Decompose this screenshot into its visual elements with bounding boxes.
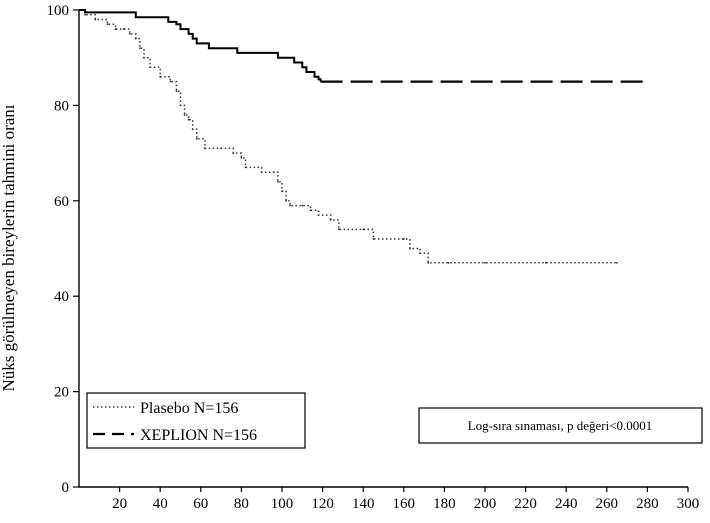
series-point-plasebo: [244, 166, 247, 169]
series-point-plasebo: [402, 238, 405, 240]
series-layer: [78, 9, 648, 264]
y-axis-title: Nüks görülmeyen bireylerin tahmini oranı: [0, 104, 18, 391]
series-point-plasebo: [408, 247, 411, 250]
series-point-plasebo: [285, 199, 287, 202]
series-point-plasebo: [187, 118, 190, 121]
series-point-plasebo: [277, 180, 279, 183]
y-tick-label: 80: [54, 98, 69, 114]
series-point-plasebo: [139, 47, 141, 50]
x-tick-label: 160: [393, 496, 416, 512]
series-point-plasebo: [114, 28, 117, 30]
y-tick-label: 20: [54, 385, 69, 401]
axes: [78, 10, 688, 488]
annotation-box: [418, 407, 703, 444]
series-point-plasebo: [329, 218, 332, 221]
y-tick-label: 40: [54, 289, 69, 305]
series-point-plasebo: [240, 156, 243, 159]
series-point-plasebo: [179, 104, 182, 107]
series-point-plasebo: [545, 261, 547, 264]
annotation: Log-sıra sınaması, p değeri<0.0001: [418, 407, 703, 444]
series-point-plasebo: [128, 32, 131, 35]
x-tick-label: 220: [514, 496, 537, 512]
series-point-plasebo: [220, 147, 223, 150]
legend-label-plasebo: Plasebo N=156: [140, 400, 238, 417]
y-tick-label: 60: [54, 194, 69, 210]
series-point-plasebo: [260, 171, 263, 174]
x-tick-label: 80: [234, 496, 249, 512]
y-axis-ticks: 0 20 40 60 80 100: [47, 3, 79, 496]
annotation-text: Log-sıra sınaması, p değeri<0.0001: [468, 418, 653, 433]
x-tick-label: 40: [153, 496, 168, 512]
series-point-plasebo: [169, 80, 172, 83]
series-line-plasebo: [79, 9, 617, 264]
series-point-plasebo: [427, 261, 430, 264]
series-point-plasebo: [195, 137, 198, 140]
series-point-plasebo: [419, 252, 421, 255]
series-point-plasebo: [183, 114, 186, 116]
series-point-plasebo: [616, 261, 618, 264]
series-point-plasebo: [362, 228, 365, 231]
series-point-plasebo: [191, 128, 194, 131]
x-tick-label: 260: [596, 496, 619, 512]
series-point-plasebo: [94, 18, 97, 21]
series-point-plasebo: [122, 28, 125, 30]
legend-label-xeplion: XEPLION N=156: [140, 427, 257, 444]
x-tick-label: 60: [193, 496, 208, 512]
x-tick-label: 240: [555, 496, 578, 512]
y-tick-label: 100: [47, 3, 70, 19]
x-tick-label: 20: [112, 496, 127, 512]
series-point-plasebo: [159, 75, 162, 78]
x-tick-label: 300: [677, 496, 700, 512]
series-point-plasebo: [106, 23, 109, 26]
series-point-plasebo: [232, 152, 235, 155]
series-point-plasebo: [447, 261, 450, 264]
x-tick-label: 120: [311, 496, 334, 512]
series-point-plasebo: [317, 214, 320, 217]
x-tick-label: 100: [271, 496, 294, 512]
y-tick-label: 0: [62, 480, 70, 496]
series-line-xeplion-solid: [79, 9, 322, 82]
series-point-plasebo: [337, 228, 340, 231]
series-point-plasebo: [289, 204, 292, 207]
x-tick-label: 200: [474, 496, 497, 512]
series-point-plasebo: [301, 204, 304, 207]
series-point-plasebo: [84, 13, 86, 16]
series-point-plasebo: [143, 56, 145, 59]
series-point-plasebo: [281, 190, 283, 193]
series-point-plasebo: [203, 147, 206, 150]
series-point-plasebo: [272, 171, 275, 174]
legend-box: [86, 392, 306, 449]
series-point-plasebo: [175, 90, 178, 92]
series-point-plasebo: [134, 37, 137, 40]
series-point-plasebo: [309, 209, 312, 212]
series-point-plasebo: [372, 238, 375, 240]
legend: Plasebo N=156 XEPLION N=156: [86, 392, 306, 449]
x-axis-ticks: 20 40 60 80 100 120 140 160 180 200 220 240 260 280 30…: [112, 487, 699, 512]
x-tick-label: 280: [636, 496, 659, 512]
series-point-plasebo: [484, 261, 486, 264]
x-tick-label: 180: [433, 496, 456, 512]
x-tick-label: 140: [352, 496, 375, 512]
series-point-plasebo: [149, 66, 151, 69]
